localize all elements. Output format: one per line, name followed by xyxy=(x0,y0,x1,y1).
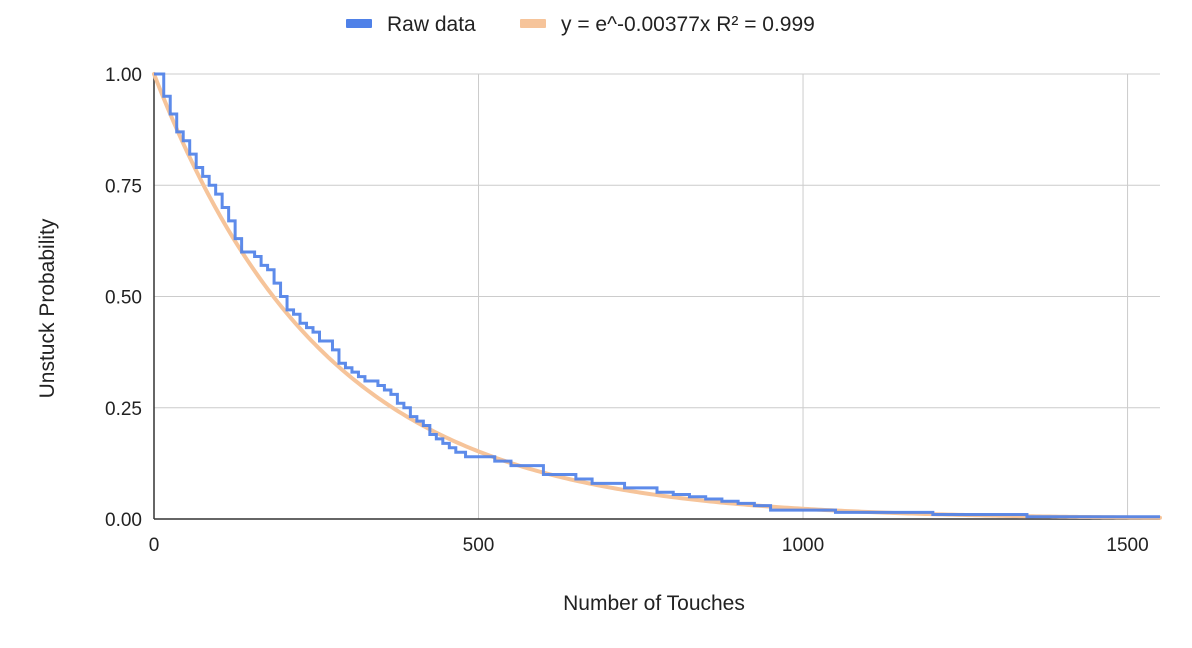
legend-label: Raw data xyxy=(387,13,476,36)
x-tick-label: 1000 xyxy=(782,535,824,556)
x-tick-label: 1500 xyxy=(1106,535,1148,556)
y-tick-label: 0.75 xyxy=(105,176,142,197)
y-axis-title: Unstuck Probability xyxy=(36,218,59,398)
legend-label: y = e^-0.00377x R² = 0.999 xyxy=(561,13,815,36)
data-series xyxy=(152,72,1162,520)
x-tick-label: 0 xyxy=(149,535,160,556)
y-tick-label: 0.00 xyxy=(105,510,142,531)
x-axis-title: Number of Touches xyxy=(563,592,745,615)
axis-labels: 0.00 0.25 0.50 0.75 1.00 0 500 1000 1500 Number o… xyxy=(36,65,1149,615)
legend: Raw data y = e^-0.00377x R² = 0.999 xyxy=(346,13,815,36)
fit-curve-line xyxy=(152,72,1162,520)
x-tick-label: 500 xyxy=(463,535,495,556)
y-tick-label: 0.50 xyxy=(105,288,142,309)
grid-lines xyxy=(154,73,1160,519)
legend-swatch xyxy=(346,19,372,28)
legend-swatch xyxy=(520,19,546,28)
raw-data-line xyxy=(154,72,1160,519)
axes xyxy=(153,74,1160,520)
y-tick-label: 0.25 xyxy=(105,399,142,420)
y-tick-label: 1.00 xyxy=(105,65,142,86)
